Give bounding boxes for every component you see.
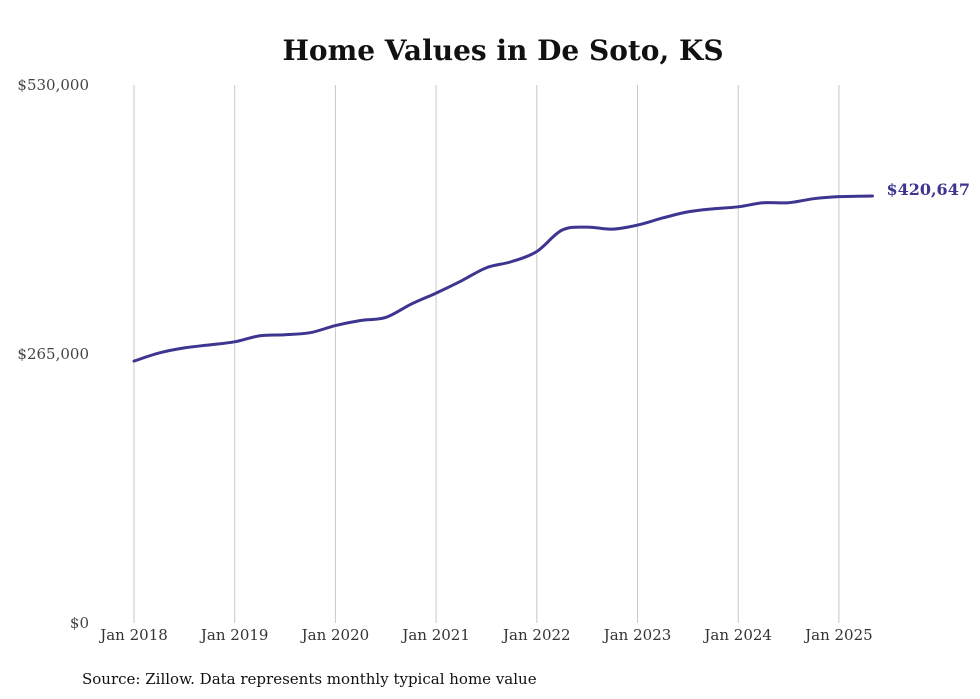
x-tick-label: Jan 2021 — [400, 626, 470, 644]
source-note: Source: Zillow. Data represents monthly … — [82, 670, 537, 688]
y-tick-label: $530,000 — [17, 76, 89, 94]
x-tick-label: Jan 2019 — [199, 626, 269, 644]
x-tick-label: Jan 2022 — [501, 626, 571, 644]
grid-lines — [133, 85, 840, 623]
y-tick-label: $265,000 — [17, 345, 89, 363]
chart-title: Home Values in De Soto, KS — [282, 34, 723, 67]
y-tick-label: $0 — [70, 614, 89, 632]
x-tick-label: Jan 2023 — [602, 626, 672, 644]
x-tick-label: Jan 2025 — [803, 626, 873, 644]
x-tick-label: Jan 2020 — [300, 626, 370, 644]
y-axis-tick-labels: $0 $265,000 $530,000 — [17, 76, 89, 632]
x-tick-label: Jan 2018 — [98, 626, 168, 644]
series-layer — [132, 194, 874, 363]
series-line-home-value — [132, 194, 874, 363]
x-axis-tick-labels: Jan 2018 Jan 2019 Jan 2020 Jan 2021 Jan 2022… — [98, 626, 872, 644]
x-tick-label: Jan 2024 — [702, 626, 772, 644]
end-value-label: $420,647 — [886, 180, 970, 199]
